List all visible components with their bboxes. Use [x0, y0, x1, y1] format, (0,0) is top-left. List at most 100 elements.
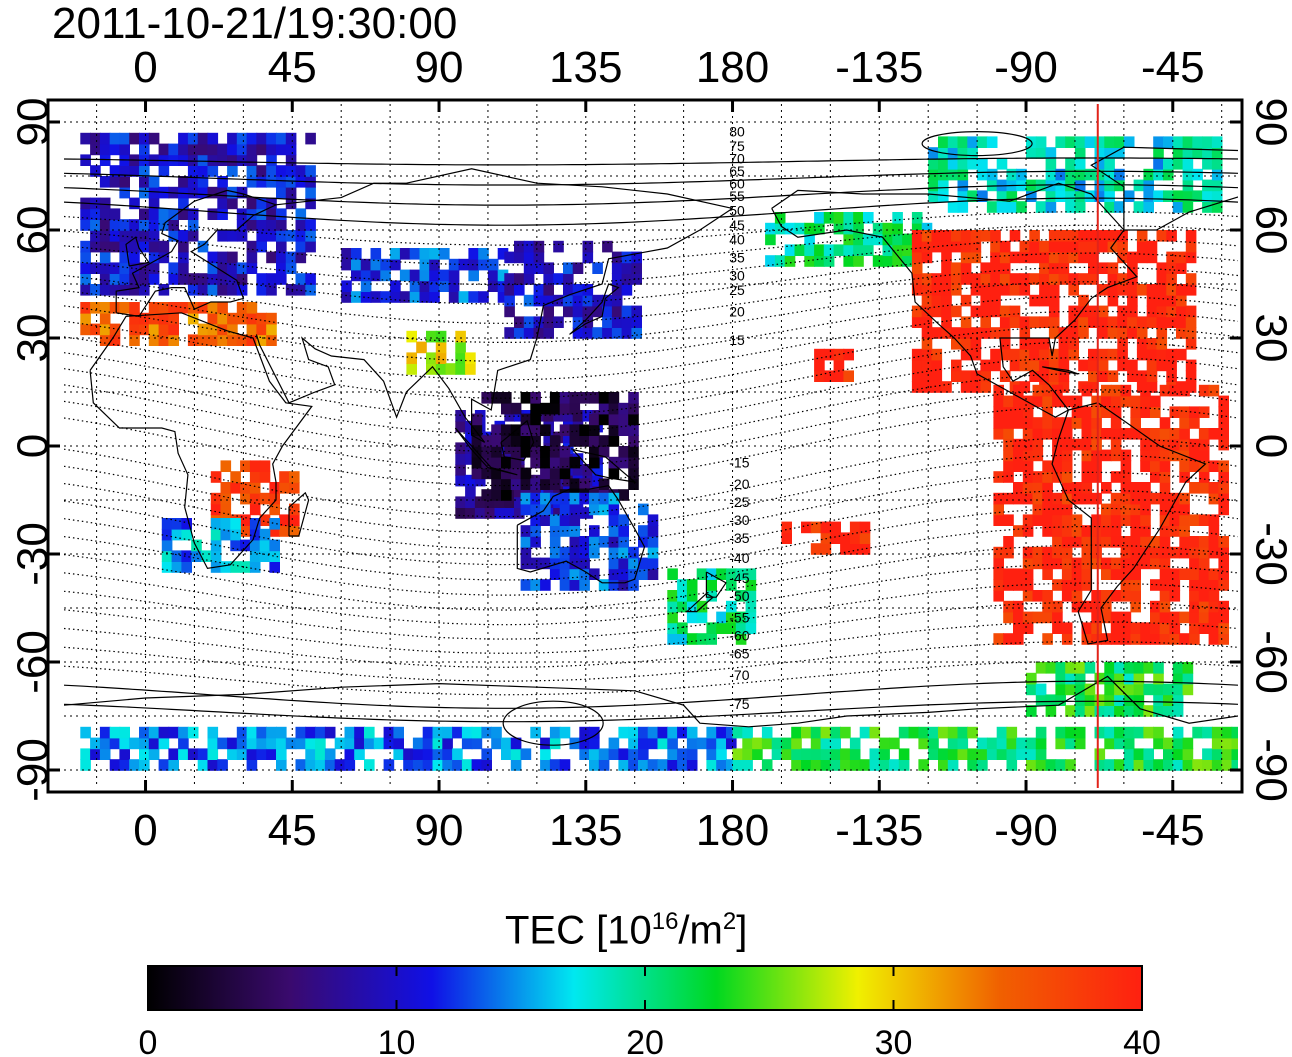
tec-cell [217, 334, 228, 346]
tec-cell [1071, 590, 1083, 602]
tec-cell [276, 251, 287, 264]
tec-cell [1176, 305, 1187, 318]
tec-cell [1078, 251, 1089, 264]
tec-cell [1127, 284, 1138, 296]
tec-cell [158, 165, 170, 177]
tec-cell [1159, 600, 1171, 613]
tec-cell [1153, 190, 1164, 202]
tec-cell [1172, 726, 1184, 739]
tec-cell [1130, 482, 1141, 494]
tec-cell [1136, 251, 1148, 264]
tec-cell [1198, 536, 1210, 548]
tec-cell [1045, 168, 1057, 181]
tec-cell [716, 611, 727, 624]
tec-cell [406, 363, 417, 375]
tec-cell [1061, 428, 1073, 440]
tec-cell [1179, 460, 1190, 472]
tec-cell [999, 262, 1011, 274]
tec-cell [621, 305, 633, 318]
coastline [1090, 146, 1238, 231]
lat-tick-label-right: 0 [1246, 434, 1292, 458]
tec-cell [148, 302, 160, 314]
tec-cell [794, 244, 806, 256]
tec-cell [823, 212, 835, 224]
tec-cell [171, 528, 183, 541]
tec-cell [559, 568, 571, 580]
tec-cell [217, 251, 228, 264]
tec-cell [911, 305, 923, 318]
tec-cell [869, 726, 881, 739]
tec-cell [504, 273, 515, 285]
tec-cell [1074, 179, 1086, 192]
tec-cell [618, 546, 629, 559]
tec-cell [1185, 381, 1197, 393]
tec-cell [540, 579, 551, 591]
tec-cell [168, 143, 179, 156]
tec-cell [628, 737, 639, 750]
tec-cell [1104, 179, 1115, 192]
tec-cell [178, 143, 189, 156]
lat-tick-label-left: 30 [9, 314, 58, 363]
tec-cell [504, 294, 515, 307]
tec-cell [295, 726, 307, 739]
tec-cell [990, 359, 1001, 372]
tec-cell [931, 359, 943, 372]
tec-cell [533, 251, 545, 264]
tec-cell [999, 305, 1011, 318]
tec-cell [99, 737, 111, 750]
tec-cell [178, 273, 189, 285]
tec-cell [931, 305, 943, 318]
tec-cell [1221, 726, 1233, 739]
tec-cell [911, 316, 923, 328]
tec-cell [990, 284, 1001, 296]
tec-cell [947, 759, 959, 771]
tec-cell [993, 546, 1004, 559]
tec-cell [465, 431, 476, 444]
tec-cell [1140, 557, 1151, 570]
tec-cell [990, 262, 1001, 274]
tec-cell [1123, 136, 1135, 148]
tec-cell [504, 251, 515, 264]
tec-cell [266, 737, 277, 750]
tec-cell [1065, 759, 1076, 771]
tec-cell [1052, 557, 1063, 570]
tec-cell [647, 726, 659, 739]
tec-cell [220, 503, 232, 516]
tec-cell [351, 258, 362, 271]
tec-cell [628, 546, 639, 559]
tec-cell [1176, 348, 1187, 361]
tec-cell [80, 759, 91, 771]
tec-cell [1081, 471, 1093, 483]
tec-cell [1189, 611, 1200, 624]
tec-cell [1172, 737, 1184, 750]
tec-cell [823, 244, 835, 256]
magnetic-latitude-line [64, 252, 1238, 305]
tec-cell [429, 258, 440, 271]
tec-cell [1101, 525, 1112, 537]
tec-cell [432, 759, 444, 771]
magnetic-latitude-line [64, 341, 1238, 417]
tec-cell [582, 507, 594, 519]
tec-cell [1058, 273, 1070, 285]
tec-cell [1153, 147, 1164, 159]
tec-cell [582, 305, 594, 318]
tec-cell [1130, 395, 1141, 408]
tec-cell [1136, 284, 1148, 296]
tec-cell [422, 759, 434, 771]
tec-cell [1104, 168, 1115, 181]
tec-cell [220, 561, 232, 573]
tec-cell [1202, 759, 1213, 771]
tec-cell [240, 514, 251, 526]
tec-cell [582, 240, 594, 253]
tec-cell [647, 737, 659, 750]
lon-tick-label-top: 0 [133, 43, 157, 92]
tec-cell [1055, 662, 1066, 674]
tec-cell [1208, 622, 1220, 634]
tec-cell [993, 428, 1004, 440]
tec-cell [1198, 384, 1210, 397]
tec-cell [246, 165, 258, 177]
tec-cell [863, 233, 874, 246]
tec-cell [1198, 514, 1210, 526]
tec-cell [569, 579, 581, 591]
tec-cell [1091, 417, 1102, 429]
